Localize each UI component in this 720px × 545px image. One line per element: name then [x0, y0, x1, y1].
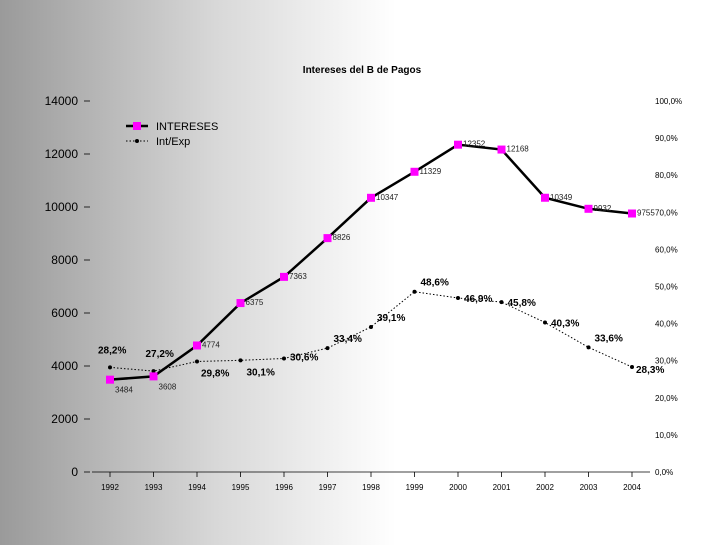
series-point-int-exp — [586, 345, 591, 350]
x-axis-tick-label: 2000 — [449, 483, 467, 492]
intereses-data-label: 3608 — [159, 382, 177, 391]
series-line-intereses — [109, 143, 633, 381]
series-point-intereses — [367, 193, 375, 202]
series-point-int-exp — [456, 296, 460, 301]
left-axis-tick-label: 14000 — [45, 94, 79, 108]
intereses-data-label: 10347 — [376, 193, 399, 202]
int-exp-data-label: 33,4% — [334, 334, 362, 345]
x-axis-tick-label: 1992 — [101, 483, 119, 492]
x-axis-tick-label: 1997 — [319, 483, 337, 492]
int-exp-data-label: 29,8% — [201, 368, 229, 379]
int-exp-data-label: 28,2% — [98, 345, 126, 356]
x-axis-tick-label: 2004 — [623, 483, 641, 492]
series-point-intereses — [410, 167, 419, 176]
intereses-data-label: 9755 — [637, 208, 655, 217]
intereses-data-label: 9932 — [594, 204, 612, 213]
series-point-intereses — [497, 145, 506, 154]
series-point-int-exp — [238, 358, 243, 363]
int-exp-data-label: 40,3% — [551, 318, 579, 329]
legend-marker-intereses — [133, 122, 141, 130]
intereses-data-label: 10349 — [550, 193, 573, 202]
series-point-intereses — [106, 375, 114, 384]
series-point-int-exp — [108, 365, 112, 370]
right-axis-tick-label: 70,0% — [655, 208, 678, 217]
series-point-int-exp — [630, 365, 634, 370]
series-point-intereses — [628, 209, 636, 218]
intereses-data-label: 12352 — [463, 140, 486, 149]
right-axis-tick-label: 90,0% — [655, 134, 678, 143]
x-axis-tick-label: 2001 — [493, 483, 511, 492]
right-axis-tick-label: 60,0% — [655, 245, 678, 254]
intereses-data-label: 6375 — [246, 298, 264, 307]
legend-label-intereses: INTERESES — [156, 121, 218, 133]
chart-title: Intereses del B de Pagos — [303, 65, 422, 76]
point-labels: 3484 3608 4774 6375 7363 8826 10347 11329 12352 1… — [98, 140, 664, 395]
left-axis-tick-label: 6000 — [51, 306, 78, 320]
intereses-data-label: 3484 — [115, 386, 133, 395]
series-line-int-exp — [109, 291, 633, 372]
x-axis-tick-label: 1993 — [145, 483, 163, 492]
int-exp-data-label: 27,2% — [146, 349, 174, 360]
series-point-intereses — [323, 234, 332, 243]
right-axis-tick-label: 40,0% — [655, 320, 678, 329]
series-point-intereses — [541, 193, 549, 202]
legend: INTERESES Int/Exp — [126, 121, 218, 148]
right-axis-tick-label: 50,0% — [655, 283, 678, 292]
series-point-intereses — [584, 204, 593, 213]
x-axis-tick-label: 1998 — [362, 483, 380, 492]
series-lines — [106, 140, 636, 384]
right-axis-tick-label: 20,0% — [655, 394, 678, 403]
x-axis-tick-label: 1995 — [232, 483, 250, 492]
series-point-int-exp — [412, 289, 417, 294]
intereses-data-label: 7363 — [289, 272, 307, 281]
left-axis-tick-label: 0 — [71, 465, 78, 479]
left-axis-tick-label: 2000 — [51, 412, 78, 426]
right-axis-tick-label: 30,0% — [655, 357, 678, 366]
left-axis-tick-label: 4000 — [51, 359, 78, 373]
x-axis-tick-label: 1999 — [406, 483, 424, 492]
series-point-intereses — [149, 372, 158, 381]
left-axis-tick-label: 10000 — [45, 200, 79, 214]
left-axis-tick-label: 12000 — [45, 147, 79, 161]
series-point-intereses — [236, 299, 245, 308]
intereses-data-label: 8826 — [333, 233, 351, 242]
intereses-data-label: 4774 — [202, 340, 220, 349]
int-exp-data-label: 46,9% — [464, 294, 492, 305]
intereses-data-label: 11329 — [420, 167, 442, 176]
series-point-intereses — [193, 341, 201, 350]
int-exp-data-label: 30,6% — [290, 352, 318, 363]
int-exp-data-label: 33,6% — [595, 333, 623, 344]
right-axis-tick-label: 10,0% — [655, 431, 678, 440]
axes: 0 2000 4000 6000 8000 10000 12000 14000 0,0% 10,0… — [45, 94, 683, 492]
legend-label-int-exp: Int/Exp — [156, 136, 190, 148]
series-point-int-exp — [195, 359, 199, 364]
int-exp-data-label: 30,1% — [247, 367, 275, 378]
series-point-int-exp — [282, 356, 286, 361]
int-exp-data-label: 45,8% — [508, 298, 536, 309]
right-axis-tick-label: 80,0% — [655, 171, 678, 180]
right-axis-tick-label: 0,0% — [655, 468, 673, 477]
int-exp-data-label: 28,3% — [636, 365, 664, 376]
right-axis-tick-label: 100,0% — [655, 97, 682, 106]
series-point-intereses — [280, 272, 288, 281]
int-exp-data-label: 39,1% — [377, 313, 405, 324]
legend-marker-int-exp — [135, 139, 139, 143]
series-point-int-exp — [499, 300, 504, 305]
x-axis-tick-label: 1994 — [188, 483, 206, 492]
series-point-int-exp — [369, 324, 373, 329]
series-point-int-exp — [543, 320, 547, 325]
x-axis-tick-label: 2002 — [536, 483, 554, 492]
left-axis-tick-label: 8000 — [51, 253, 78, 267]
series-point-intereses — [454, 140, 462, 149]
series-point-int-exp — [325, 346, 330, 351]
int-exp-data-label: 48,6% — [421, 278, 449, 289]
x-axis-tick-label: 2003 — [580, 483, 598, 492]
series-point-int-exp — [151, 369, 156, 374]
x-axis-tick-label: 1996 — [275, 483, 293, 492]
intereses-data-label: 12168 — [507, 145, 530, 154]
